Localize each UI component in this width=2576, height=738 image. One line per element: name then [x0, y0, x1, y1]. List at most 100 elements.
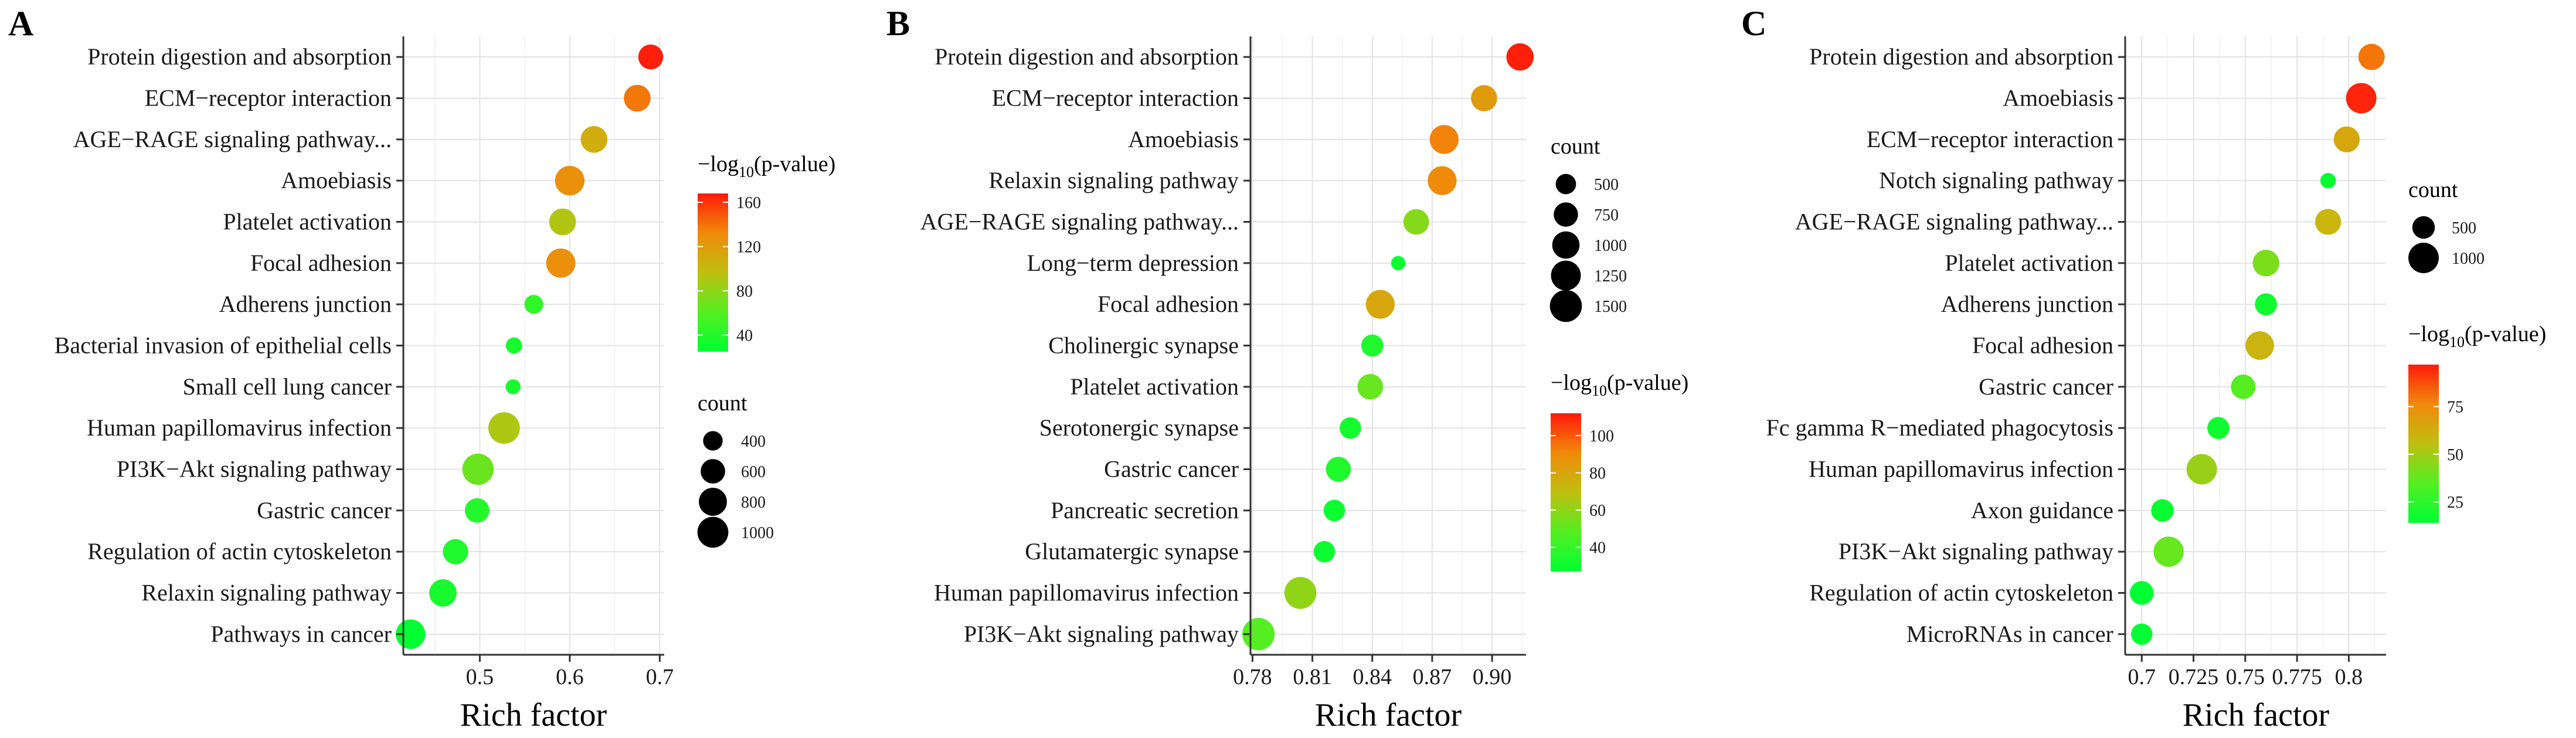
legend-title-prefix: −log: [1551, 370, 1592, 395]
data-point: [2207, 417, 2230, 440]
category-label: Amoebiasis: [281, 167, 392, 193]
data-point: [488, 412, 520, 444]
size-legend-label: 400: [741, 433, 766, 451]
color-legend-title: −log10(p-value): [698, 152, 835, 181]
colorbar-tick-label: 100: [1589, 427, 1614, 445]
x-tick-label: 0.775: [2272, 665, 2322, 689]
size-legend-items: 400 600 800 1000: [697, 431, 774, 548]
category-label: Protein digestion and absorption: [1809, 43, 2113, 70]
x-axis-ticks: 0.78 0.81 0.84 0.87 0.90: [1233, 655, 1511, 689]
color-legend: −log10(p-value) 40 80 120 160: [698, 152, 835, 352]
size-legend-label: 1500: [1594, 298, 1627, 316]
category-label: AGE−RAGE signaling pathway...: [73, 126, 392, 152]
legend-title-subscript: 10: [1592, 382, 1607, 399]
category-label: Focal adhesion: [1097, 291, 1239, 317]
size-legend-dot: [1554, 202, 1578, 227]
data-point: [1339, 417, 1361, 439]
size-legend: count 500 1000: [2408, 178, 2485, 273]
data-point: [1428, 166, 1457, 195]
category-label: Adherens junction: [1941, 291, 2113, 317]
x-tick-label: 0.6: [556, 665, 584, 689]
category-label: Cholinergic synapse: [1048, 332, 1239, 359]
size-legend-label: 1000: [1594, 237, 1627, 255]
colorbar-ticks: 40 60 80 100: [1551, 427, 1614, 557]
data-point: [580, 126, 608, 153]
category-labels: Protein digestion and absorption Amoebias…: [1766, 43, 2125, 647]
category-label: Pancreatic secretion: [1051, 497, 1239, 523]
category-label: Human papillomavirus infection: [934, 580, 1239, 606]
size-legend-label: 1000: [2452, 250, 2485, 268]
category-label: PI3K−Akt signaling pathway: [117, 456, 392, 482]
x-tick-label: 0.5: [466, 665, 494, 689]
data-point: [1403, 209, 1429, 235]
category-label: Fc gamma R−mediated phagocytosis: [1766, 414, 2113, 441]
category-labels: Protein digestion and absorption ECM−rece…: [920, 43, 1250, 647]
data-point: [1391, 256, 1406, 271]
x-axis-ticks: 0.5 0.6 0.7: [466, 655, 674, 689]
size-legend-dot: [701, 459, 725, 484]
x-tick-label: 0.90: [1473, 665, 1512, 689]
x-tick-label: 0.75: [2226, 665, 2265, 689]
size-legend-dot: [1552, 231, 1580, 259]
category-label: Platelet activation: [1070, 373, 1239, 400]
category-label: Long−term depression: [1027, 250, 1239, 276]
legend-title-prefix: −log: [2408, 322, 2449, 346]
color-legend: −log10(p-value) 40 60 80 100: [1551, 370, 1688, 572]
data-point: [546, 248, 576, 278]
data-points: [2129, 43, 2385, 645]
category-label: Gastric cancer: [257, 497, 392, 523]
data-point: [464, 498, 490, 523]
x-tick-label: 0.7: [2128, 665, 2156, 689]
panel-c: C Protein digestion and absorption Amoebi…: [1741, 4, 2546, 733]
size-legend-dot: [2412, 216, 2435, 239]
data-point: [555, 165, 585, 196]
category-label: Platelet activation: [223, 209, 392, 235]
size-legend-dot: [1555, 174, 1576, 195]
legend-title-suffix: (p-value): [1607, 370, 1688, 395]
category-label: Protein digestion and absorption: [87, 43, 392, 70]
data-point: [462, 453, 494, 485]
data-point: [1429, 125, 1459, 154]
data-point: [443, 539, 468, 564]
size-legend-label: 500: [1594, 176, 1619, 194]
size-legend-label: 1000: [741, 524, 774, 542]
size-legend-dot: [703, 431, 723, 451]
data-point: [2151, 499, 2174, 522]
data-point: [1323, 499, 1345, 522]
category-label: Small cell lung cancer: [182, 373, 392, 400]
category-label: Glutamatergic synapse: [1025, 538, 1239, 564]
data-point: [2320, 172, 2336, 189]
x-tick-label: 0.87: [1413, 665, 1452, 689]
category-label: Relaxin signaling pathway: [988, 167, 1239, 193]
category-label: AGE−RAGE signaling pathway...: [920, 209, 1239, 235]
data-point: [2255, 293, 2278, 316]
data-point: [2153, 536, 2184, 567]
data-point: [638, 44, 664, 70]
category-label: ECM−receptor interaction: [145, 85, 392, 111]
data-point: [1471, 85, 1497, 111]
data-point: [2231, 374, 2256, 399]
panel-letter: A: [8, 4, 33, 43]
x-tick-label: 0.725: [2169, 665, 2219, 689]
category-label: Relaxin signaling pathway: [141, 580, 392, 606]
category-label: Notch signaling pathway: [1879, 167, 2113, 193]
category-label: Adherens junction: [219, 291, 392, 317]
colorbar-tick-label: 80: [736, 283, 753, 301]
data-point: [2346, 83, 2377, 114]
size-legend-label: 500: [2452, 219, 2476, 237]
legend-title-subscript: 10: [2449, 334, 2465, 351]
x-tick-label: 0.84: [1353, 665, 1392, 689]
color-legend-title: −log10(p-value): [2408, 322, 2546, 351]
category-label: Protein digestion and absorption: [934, 43, 1239, 70]
data-point: [505, 337, 522, 354]
colorbar-tick-label: 75: [2447, 399, 2463, 417]
data-point: [1365, 290, 1395, 319]
category-label: Platelet activation: [1945, 250, 2113, 276]
colorbar: [1551, 413, 1581, 572]
legend-title-subscript: 10: [739, 164, 754, 181]
colorbar-ticks: 25 50 75: [2408, 399, 2463, 512]
data-point: [505, 379, 521, 394]
size-legend: count 500 750 1000 1250 1500: [1549, 134, 1627, 322]
x-axis-title: Rich factor: [460, 697, 607, 733]
colorbar: [2408, 365, 2439, 523]
